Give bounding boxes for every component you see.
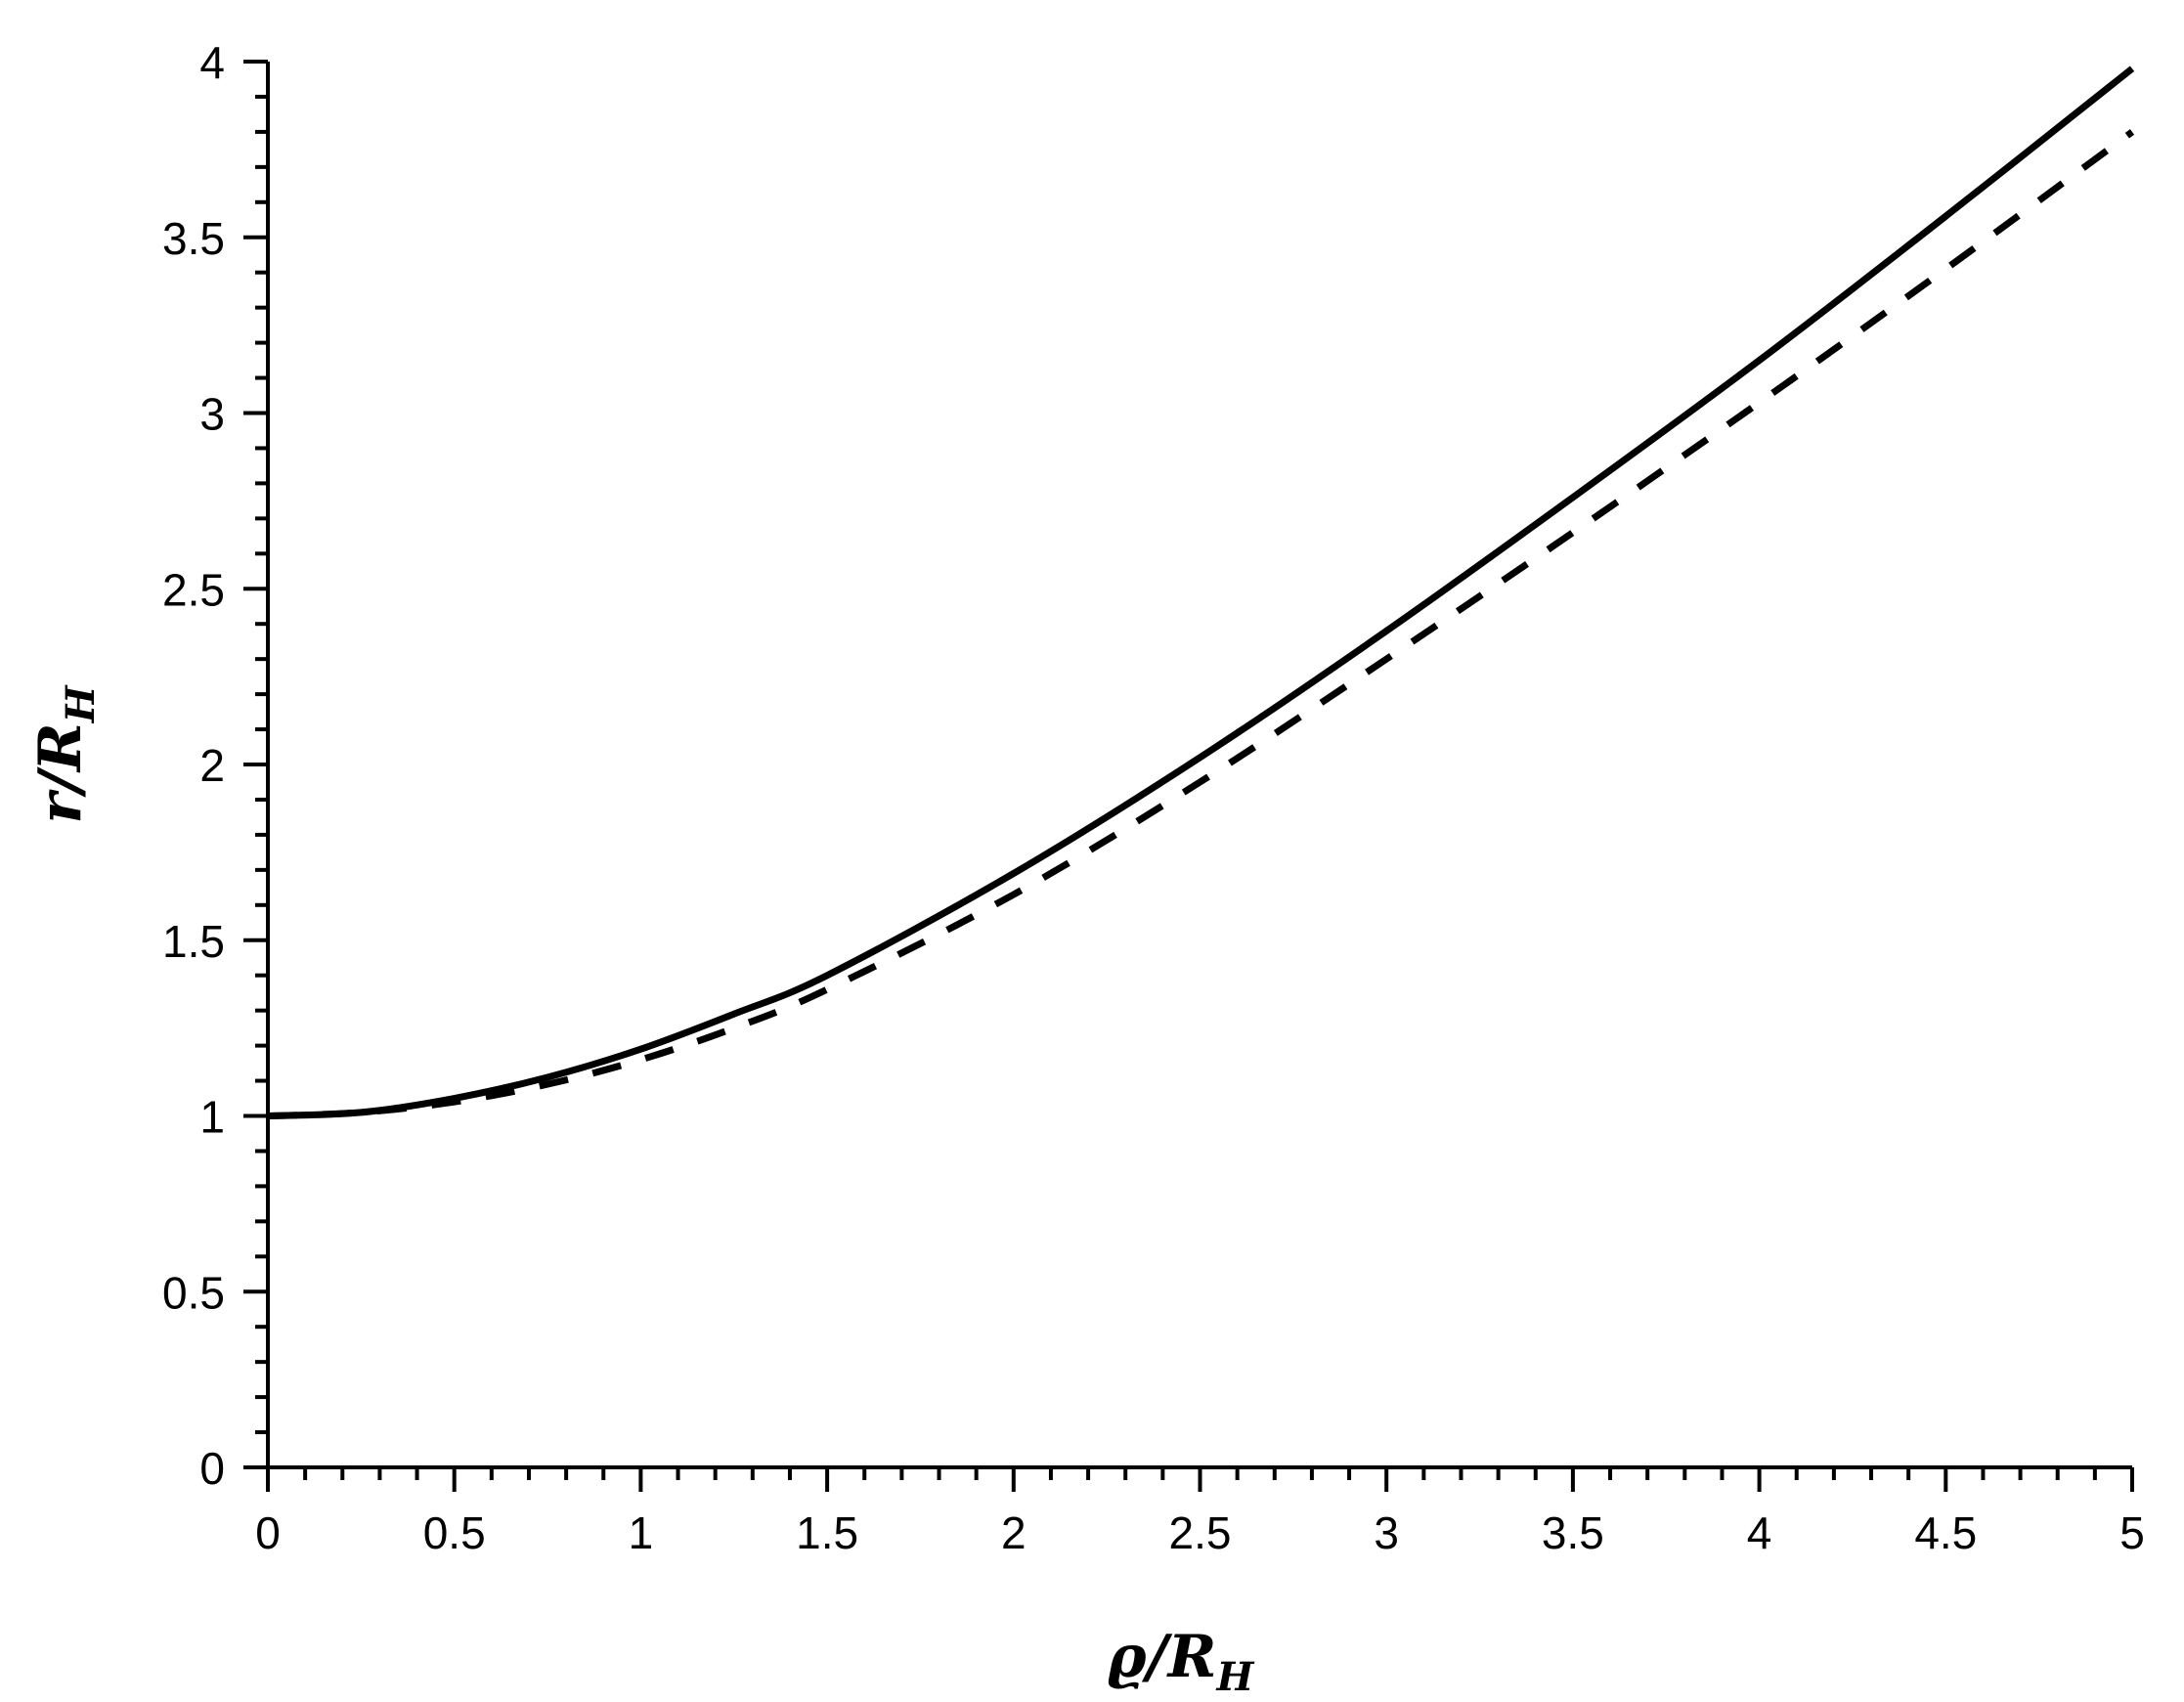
y-tick-label: 1: [199, 1092, 225, 1143]
y-tick-label: 3.5: [162, 213, 225, 264]
y-axis-title: r/RH: [26, 684, 104, 823]
x-tick-label: 0.5: [423, 1507, 486, 1558]
x-tick-label: 3: [1374, 1507, 1399, 1558]
x-tick-label: 1: [629, 1507, 654, 1558]
series-solid-line: [267, 65, 2135, 1119]
x-tick-label: 2: [1001, 1507, 1026, 1558]
y-tick-label: 0: [199, 1443, 225, 1494]
x-tick-label: 1.5: [796, 1507, 858, 1558]
y-tick-label: 4: [199, 37, 225, 88]
y-tick-label: 2: [199, 740, 225, 791]
y-tick-label: 1.5: [162, 916, 225, 967]
series-dashed-line: [267, 129, 2135, 1119]
x-tick-label: 5: [2119, 1507, 2145, 1558]
x-tick-label: 2.5: [1169, 1507, 1232, 1558]
y-tick-label: 0.5: [162, 1267, 225, 1318]
x-axis-title: ϱ/RH: [1108, 1623, 1255, 1700]
x-tick-label: 3.5: [1542, 1507, 1604, 1558]
y-tick-label: 3: [199, 389, 225, 440]
y-tick-label: 2.5: [162, 564, 225, 615]
x-tick-label: 4: [1747, 1507, 1772, 1558]
x-tick-label: 4.5: [1914, 1507, 1977, 1558]
x-tick-label: 0: [255, 1507, 281, 1558]
